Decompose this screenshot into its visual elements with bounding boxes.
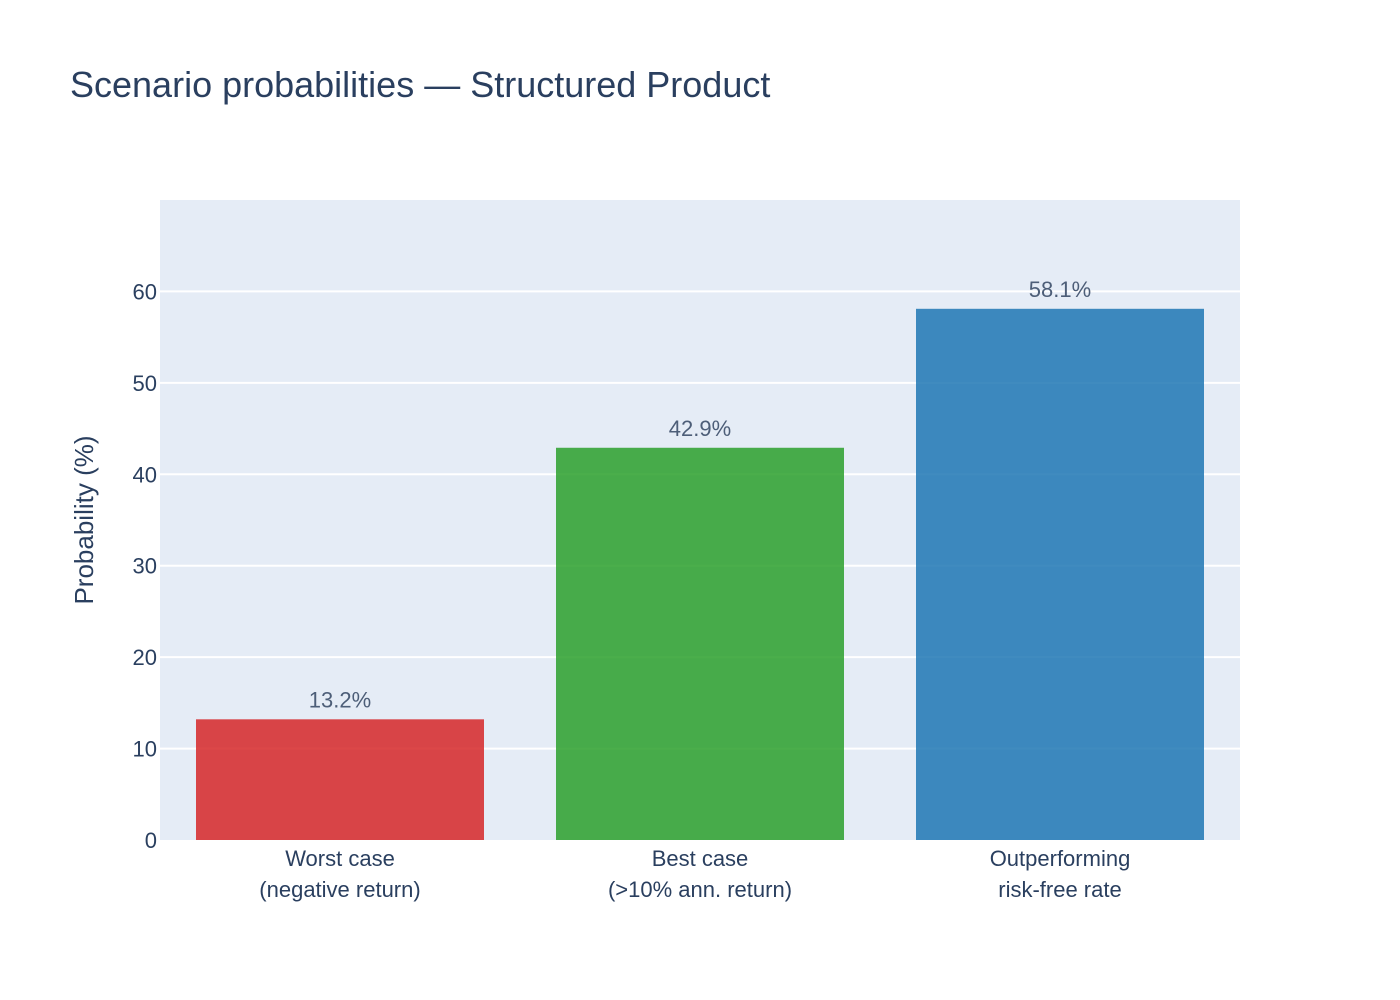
y-axis-title: Probability (%): [69, 435, 99, 604]
x-tick-label: Worst case: [285, 846, 395, 871]
data-label: 13.2%: [309, 687, 371, 712]
x-tick-label: (>10% ann. return): [608, 877, 792, 902]
bar[interactable]: [916, 308, 1204, 840]
y-tick-label: 60: [133, 279, 157, 304]
y-tick-label: 30: [133, 554, 157, 579]
bar[interactable]: [556, 447, 844, 840]
y-tick-label: 40: [133, 462, 157, 487]
x-tick-label: risk-free rate: [998, 877, 1121, 902]
x-tick-labels: Worst case (negative return) Best case (>10…: [259, 846, 1130, 902]
x-tick-label: Best case: [652, 846, 749, 871]
data-label: 42.9%: [669, 416, 731, 441]
y-tick-label: 20: [133, 645, 157, 670]
x-tick-label: (negative return): [259, 877, 420, 902]
y-tick-label: 0: [145, 828, 157, 853]
data-label: 58.1%: [1029, 277, 1091, 302]
bar[interactable]: [196, 719, 484, 840]
data-labels: 13.2% 42.9% 58.1%: [309, 277, 1091, 713]
y-tick-label: 50: [133, 371, 157, 396]
x-tick-label: Outperforming: [990, 846, 1131, 871]
bars: [196, 308, 1204, 840]
y-tick-labels: 0 10 20 30 40 50 60: [133, 279, 157, 853]
chart-title: Scenario probabilities — Structured Prod…: [70, 64, 771, 105]
y-tick-label: 10: [133, 737, 157, 762]
